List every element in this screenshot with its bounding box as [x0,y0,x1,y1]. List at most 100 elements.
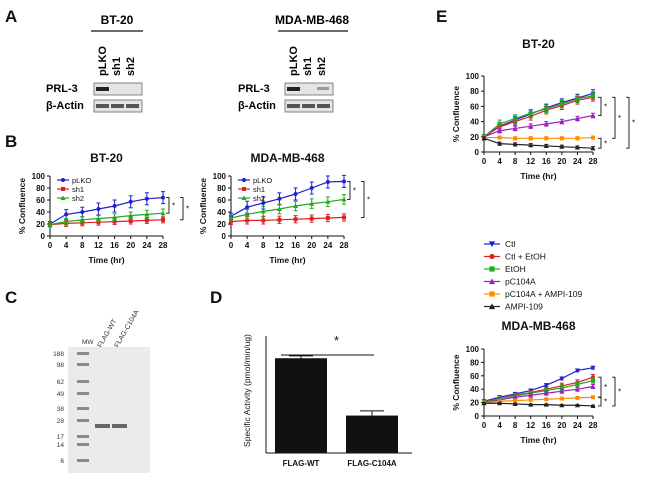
significance-star: * [367,195,370,204]
x-tick-label: 16 [291,241,300,250]
y-tick-label: 40 [470,118,479,127]
significance-star: * [334,333,339,348]
data-point [489,291,495,297]
data-point [544,388,549,393]
data-point [528,136,533,141]
y-tick-label: 100 [32,172,46,181]
chart-title: MDA-MB-468 [250,151,324,165]
data-point [309,201,315,206]
x-tick-label: 24 [142,241,151,250]
data-point [590,145,596,151]
blot-mda: MDA-MB-468 pLKO sh1 sh2 PRL-3 β-Actin [238,13,349,113]
data-point [261,218,266,223]
data-point [559,119,565,124]
data-point [112,204,117,208]
data-point [61,187,65,191]
data-point [512,125,518,131]
ladder-band [77,392,89,395]
data-point [277,196,282,201]
significance-bracket [612,96,616,139]
data-point [161,217,165,222]
data-point [489,253,495,260]
y-tick-label: 100 [213,172,227,181]
legend-label: AMPI-109 [505,302,543,312]
x-axis-label: Time (hr) [520,171,556,181]
x-tick-label: 8 [261,241,266,250]
panel-c: MW FLAG-WT FLAG-C104A 188 98 62 49 38 28… [53,309,150,473]
data-point [112,214,118,220]
y-tick-label: 0 [222,232,227,241]
y-tick-label: 0 [475,148,480,157]
x-tick-label: 28 [159,241,168,250]
protein-band-wt [95,424,110,428]
x-tick-label: 20 [557,157,566,166]
data-point [293,217,298,222]
mw-marker: 188 [53,351,64,358]
data-point [245,205,250,210]
chart-b-mda: MDA-MB-468 0 4 8 12 16 20 24 28 0 20 40 60 80 100 Time … [198,151,370,265]
data-point [512,394,518,400]
series-line [483,385,594,404]
ladder-band [77,435,89,438]
y-tick-label: 60 [36,196,45,205]
series-line [49,197,164,225]
row-label: PRL-3 [46,83,78,95]
panel-label-e: E [436,7,447,26]
x-tick-label: 0 [482,157,487,166]
y-axis-label: % Confluence [198,178,208,234]
data-point [559,396,564,401]
data-point [261,201,266,205]
data-point [112,219,117,224]
ladder-band [77,459,89,462]
data-point [528,142,534,148]
x-tick-label: 8 [513,421,518,430]
x-tick-label: 20 [307,241,316,250]
data-point [590,384,596,389]
significance-star: * [186,205,189,214]
significance-star: * [604,139,607,148]
significance-star: * [618,114,621,123]
significance-star: * [353,186,356,195]
x-tick-label: 12 [275,241,284,250]
lane-label-c104a: FLAG-C104A [114,309,141,349]
legend-label: pLKO [253,176,272,185]
x-tick-label: 28 [589,157,598,166]
x-tick-label: 0 [229,241,234,250]
ladder-band [77,407,89,410]
data-point [79,217,85,222]
data-point [47,222,53,227]
band [287,104,300,108]
legend-label: sh2 [72,194,84,203]
y-tick-label: 80 [217,184,226,193]
data-point [559,385,564,390]
data-point [512,401,518,406]
significance-star: * [604,102,607,111]
data-point [128,199,133,204]
data-point [245,218,250,223]
data-point [513,136,518,141]
data-point [559,376,565,381]
significance-bracket [347,180,351,200]
row-label: PRL-3 [238,83,270,95]
data-point [96,220,101,225]
data-point [591,395,595,400]
legend-label: pC104A + AMPI-109 [505,289,583,299]
data-point [229,219,233,224]
data-point [591,93,595,98]
series-line [484,402,594,407]
series-line [483,379,594,403]
x-tick-label: FLAG-WT [283,459,320,468]
data-point [559,402,565,408]
y-tick-label: 40 [470,385,479,394]
data-point [574,368,580,373]
mw-marker: 38 [57,406,65,413]
data-point [342,215,346,220]
data-point [574,144,580,150]
band [287,87,300,91]
x-tick-label: 20 [126,241,135,250]
lane-label: pLKO [288,46,300,76]
data-point [591,378,595,383]
series-line [49,212,164,226]
x-tick-label: 12 [526,421,535,430]
x-tick-label: 16 [542,157,551,166]
